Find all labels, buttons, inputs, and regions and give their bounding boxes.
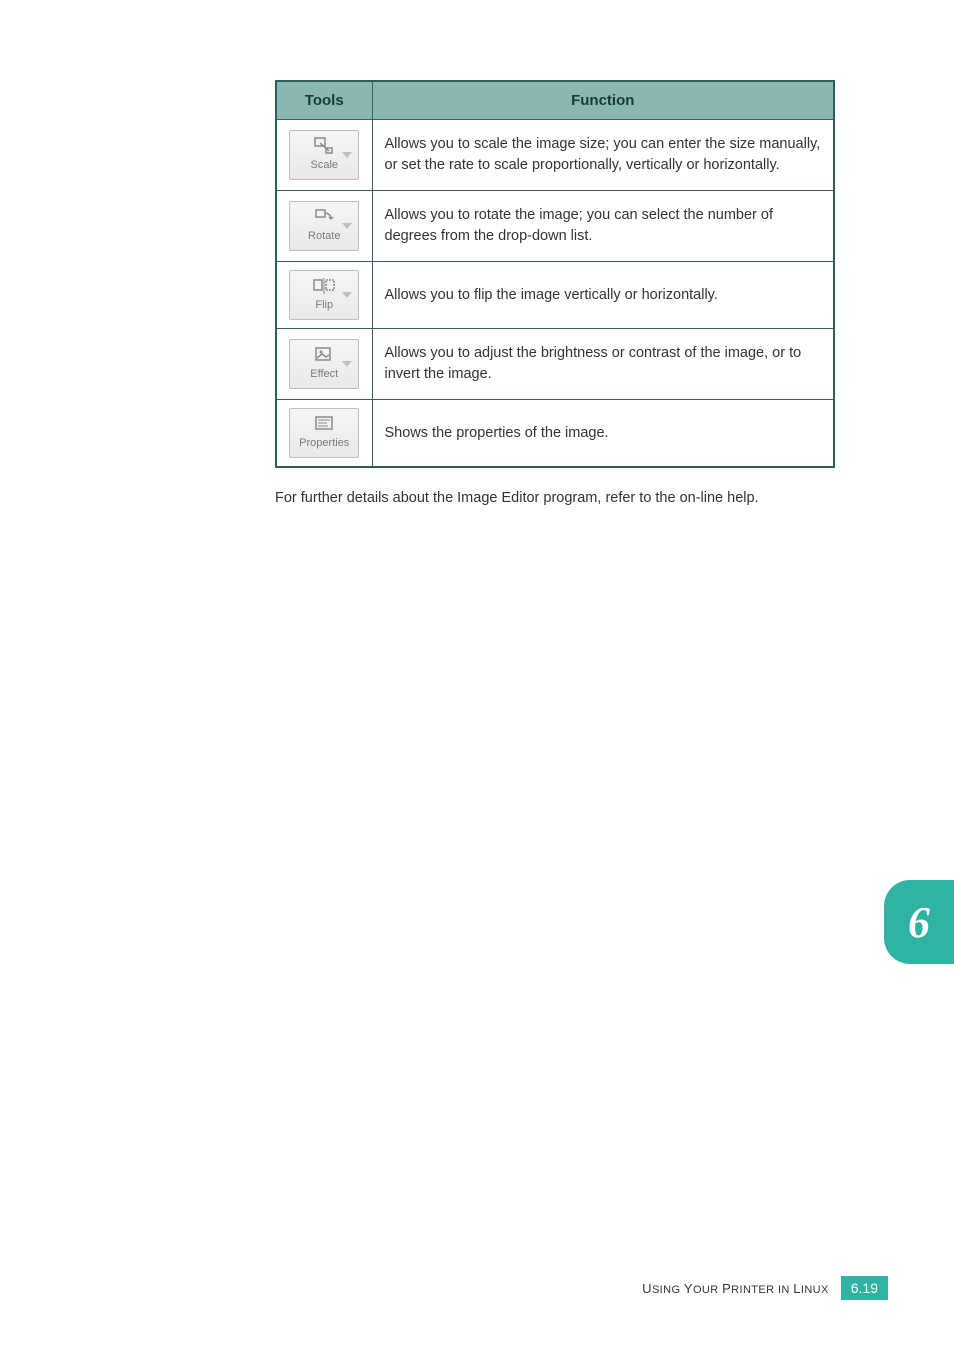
rotate-tool-button[interactable]: Rotate bbox=[289, 201, 359, 251]
flip-tool-button[interactable]: Flip bbox=[289, 270, 359, 320]
chevron-down-icon bbox=[342, 361, 352, 367]
properties-tool-button[interactable]: Properties bbox=[289, 408, 359, 458]
table-row: Effect Allows you to adjust the brightnes… bbox=[276, 329, 834, 400]
header-tools: Tools bbox=[276, 81, 372, 120]
tool-label: Scale bbox=[310, 158, 338, 174]
tool-label: Flip bbox=[315, 298, 333, 314]
effect-tool-button[interactable]: Effect bbox=[289, 339, 359, 389]
function-cell: Allows you to rotate the image; you can … bbox=[372, 191, 834, 262]
table-row: Properties Shows the properties of the im… bbox=[276, 400, 834, 468]
chapter-number: 6 bbox=[908, 897, 930, 948]
tool-label: Rotate bbox=[308, 229, 340, 245]
function-cell: Allows you to adjust the brightness or c… bbox=[372, 329, 834, 400]
table-row: Scale Allows you to scale the image size;… bbox=[276, 120, 834, 191]
chapter-tab: 6 bbox=[884, 880, 954, 964]
tool-cell: Properties bbox=[276, 400, 372, 468]
tool-cell: Flip bbox=[276, 262, 372, 329]
scale-icon bbox=[314, 136, 334, 156]
function-cell: Allows you to scale the image size; you … bbox=[372, 120, 834, 191]
flip-icon bbox=[313, 276, 335, 296]
footer-paragraph: For further details about the Image Edit… bbox=[275, 488, 835, 509]
header-function: Function bbox=[372, 81, 834, 120]
table-row: Rotate Allows you to rotate the image; yo… bbox=[276, 191, 834, 262]
tool-cell: Rotate bbox=[276, 191, 372, 262]
function-cell: Shows the properties of the image. bbox=[372, 400, 834, 468]
page-number: 6.19 bbox=[841, 1276, 888, 1300]
chevron-down-icon bbox=[342, 152, 352, 158]
rotate-icon bbox=[314, 207, 334, 227]
chevron-down-icon bbox=[342, 223, 352, 229]
effect-icon bbox=[314, 345, 334, 365]
properties-icon bbox=[314, 414, 334, 434]
function-cell: Allows you to flip the image vertically … bbox=[372, 262, 834, 329]
tool-cell: Scale bbox=[276, 120, 372, 191]
tools-table: Tools Function Scale Allows you to scale … bbox=[275, 80, 835, 468]
chevron-down-icon bbox=[342, 292, 352, 298]
tool-label: Properties bbox=[299, 436, 349, 452]
tool-cell: Effect bbox=[276, 329, 372, 400]
table-row: Flip Allows you to flip the image vertica… bbox=[276, 262, 834, 329]
tool-label: Effect bbox=[310, 367, 338, 383]
page-footer: USING YOUR PRINTER IN LINUX 6.19 bbox=[642, 1276, 888, 1300]
footer-title: USING YOUR PRINTER IN LINUX bbox=[642, 1281, 829, 1296]
scale-tool-button[interactable]: Scale bbox=[289, 130, 359, 180]
